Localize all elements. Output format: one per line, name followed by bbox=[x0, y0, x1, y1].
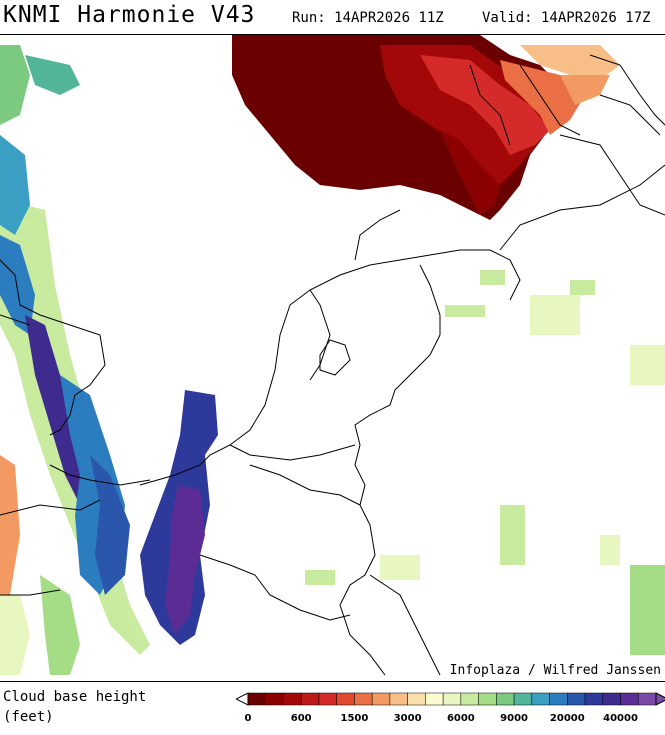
legend-label-line2: (feet) bbox=[3, 709, 54, 725]
low-cloud-region bbox=[232, 35, 620, 220]
colorbar-swatch bbox=[567, 692, 586, 706]
colorbar-swatch bbox=[478, 692, 497, 706]
colorbar-swatch bbox=[620, 692, 639, 706]
colorbar-tick-label: 3000 bbox=[393, 713, 422, 724]
scattered-cloud-cells bbox=[305, 270, 665, 655]
colorbar-swatch bbox=[283, 692, 302, 706]
colorbar-swatch bbox=[247, 692, 266, 706]
colorbar-swatch bbox=[318, 692, 337, 706]
colorbar-swatch bbox=[407, 692, 426, 706]
colorbar-swatch bbox=[460, 692, 479, 706]
legend-footer: Cloud base height (feet) 0 600 1500 3000 600… bbox=[0, 683, 665, 735]
colorbar-tick-label: 20000 bbox=[549, 713, 585, 724]
colorbar-swatch bbox=[442, 692, 462, 706]
header: KNMI Harmonie V43 Run: 14APR2026 11Z Val… bbox=[0, 0, 665, 34]
colorbar-right-arrow bbox=[655, 692, 665, 706]
colorbar-swatch bbox=[425, 692, 444, 706]
colorbar-swatch bbox=[638, 692, 657, 706]
colorbar-swatch bbox=[389, 692, 408, 706]
map-credit: Infoplaza / Wilfred Janssen bbox=[449, 663, 661, 678]
colorbar-swatch bbox=[354, 692, 373, 706]
colorbar-tick-label: 40000 bbox=[603, 713, 638, 724]
colorbar-swatch bbox=[496, 692, 515, 706]
colorbar-swatch bbox=[300, 692, 320, 706]
map-title: KNMI Harmonie V43 bbox=[3, 2, 256, 28]
colorbar-swatch bbox=[584, 692, 604, 706]
coastlines-borders bbox=[0, 54, 665, 676]
colorbar-tick-label: 6000 bbox=[446, 713, 475, 724]
colorbar: 0 600 1500 3000 6000 9000 20000 40000 bbox=[234, 691, 665, 724]
colorbar-swatch bbox=[531, 692, 550, 706]
colorbar-left-arrow bbox=[234, 692, 249, 706]
map-canvas bbox=[0, 35, 665, 676]
colorbar-swatch bbox=[602, 692, 621, 706]
colorbar-tick-label: 0 bbox=[244, 713, 252, 724]
forecast-map: Infoplaza / Wilfred Janssen bbox=[0, 34, 665, 682]
colorbar-tick-label: 600 bbox=[290, 713, 312, 724]
high-cloud-region bbox=[0, 45, 218, 675]
colorbar-swatch bbox=[513, 692, 533, 706]
legend-label-line1: Cloud base height bbox=[3, 689, 147, 705]
colorbar-svg bbox=[234, 692, 665, 706]
colorbar-swatch bbox=[336, 692, 355, 706]
run-time: Run: 14APR2026 11Z bbox=[292, 10, 444, 26]
colorbar-swatch bbox=[265, 692, 284, 706]
colorbar-swatch bbox=[549, 692, 568, 706]
legend-label: Cloud base height (feet) bbox=[3, 687, 146, 727]
valid-time: Valid: 14APR2026 17Z bbox=[482, 10, 651, 26]
colorbar-tick-label: 1500 bbox=[340, 713, 369, 724]
colorbar-tick-label: 9000 bbox=[500, 713, 528, 724]
colorbar-swatch bbox=[371, 692, 391, 706]
